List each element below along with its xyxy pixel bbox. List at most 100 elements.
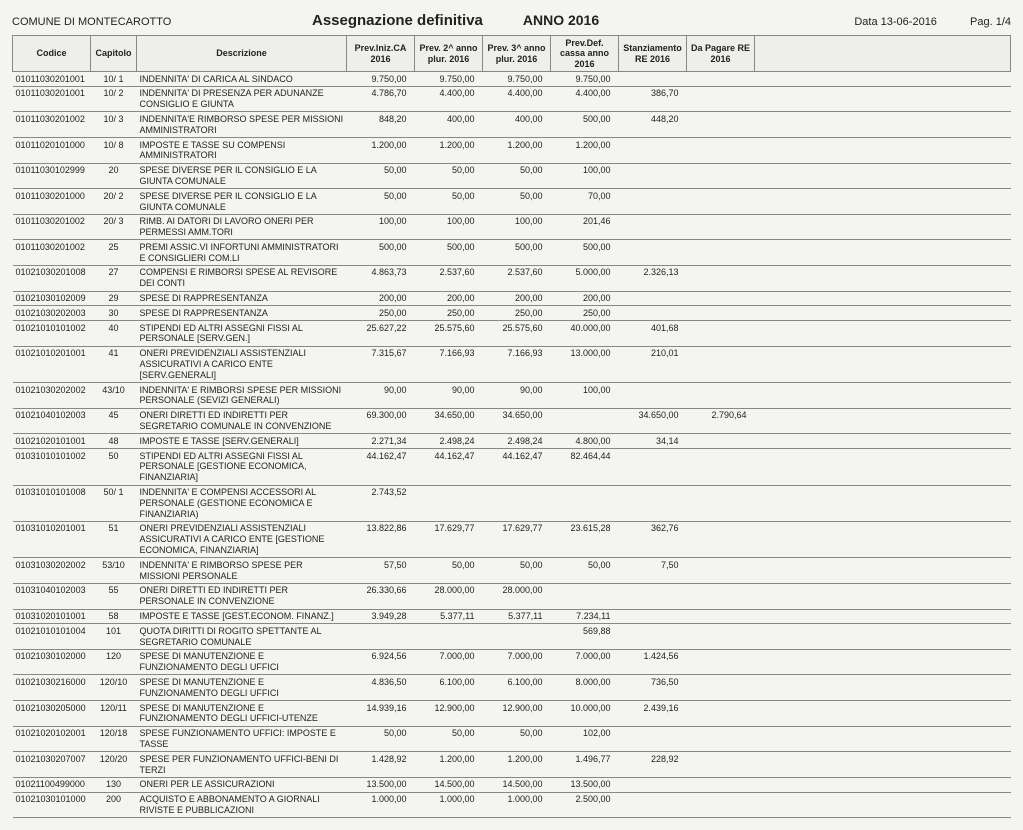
cell-prev-2a: 6.100,00 xyxy=(415,675,483,701)
cell-codice: 01031020101001 xyxy=(13,609,91,624)
cell-pagare xyxy=(687,583,755,609)
cell-desc: SPESE DI RAPPRESENTANZA xyxy=(137,306,347,321)
cell-pagare xyxy=(687,138,755,164)
cell-prev-2a: 50,00 xyxy=(415,163,483,189)
cell-cap: 10/ 1 xyxy=(91,72,137,87)
cell-desc: STIPENDI ED ALTRI ASSEGNI FISSI AL PERSO… xyxy=(137,449,347,485)
cell-prev-3a: 1.200,00 xyxy=(483,752,551,778)
cell-codice: 01011030201000 xyxy=(13,189,91,215)
cell-pagare xyxy=(687,346,755,382)
cell-prev-3a: 400,00 xyxy=(483,112,551,138)
cell-pagare xyxy=(687,72,755,87)
col-pagare: Da Pagare RE 2016 xyxy=(687,36,755,72)
cell-codice: 01021030216000 xyxy=(13,675,91,701)
cell-spacer xyxy=(755,72,1011,87)
cell-cap: 101 xyxy=(91,624,137,650)
cell-stanz xyxy=(619,163,687,189)
cell-prev-3a: 2.498,24 xyxy=(483,434,551,449)
cell-prev-2a: 12.900,00 xyxy=(415,701,483,727)
cell-prev-def: 13.500,00 xyxy=(551,777,619,792)
cell-cap: 20/ 2 xyxy=(91,189,137,215)
cell-spacer xyxy=(755,558,1011,584)
col-descr: Descrizione xyxy=(137,36,347,72)
col-codice: Codice xyxy=(13,36,91,72)
cell-stanz xyxy=(619,240,687,266)
page-title: Assegnazione definitiva xyxy=(312,12,483,29)
cell-desc: INDENNITA'E RIMBORSO SPESE PER MISSIONI … xyxy=(137,112,347,138)
cell-stanz: 210,01 xyxy=(619,346,687,382)
pag-label: Pag. xyxy=(970,16,993,28)
cell-prev-2a: 44.162,47 xyxy=(415,449,483,485)
cell-prev-iniz: 9.750,00 xyxy=(347,72,415,87)
cell-cap: 20/ 3 xyxy=(91,214,137,240)
cell-stanz xyxy=(619,583,687,609)
cell-codice: 01021020102001 xyxy=(13,726,91,752)
cell-prev-iniz: 500,00 xyxy=(347,240,415,266)
cell-cap: 55 xyxy=(91,583,137,609)
cell-prev-iniz: 50,00 xyxy=(347,189,415,215)
table-row: 0101103020100220/ 3RIMB. AI DATORI DI LA… xyxy=(13,214,1011,240)
cell-prev-2a: 4.400,00 xyxy=(415,86,483,112)
cell-spacer xyxy=(755,449,1011,485)
table-row: 0102103020200330SPESE DI RAPPRESENTANZA2… xyxy=(13,306,1011,321)
table-row: 0102101010100240STIPENDI ED ALTRI ASSEGN… xyxy=(13,321,1011,347)
cell-prev-def: 4.400,00 xyxy=(551,86,619,112)
cell-spacer xyxy=(755,777,1011,792)
cell-codice: 01021010201001 xyxy=(13,346,91,382)
cell-prev-iniz: 14.939,16 xyxy=(347,701,415,727)
cell-stanz: 2.439,16 xyxy=(619,701,687,727)
cell-spacer xyxy=(755,265,1011,291)
cell-spacer xyxy=(755,112,1011,138)
cell-spacer xyxy=(755,346,1011,382)
cell-desc: SPESE FUNZIONAMENTO UFFICI: IMPOSTE E TA… xyxy=(137,726,347,752)
cell-codice: 01011020101000 xyxy=(13,138,91,164)
cell-stanz xyxy=(619,383,687,409)
cell-codice: 01011030201002 xyxy=(13,240,91,266)
cell-prev-2a: 9.750,00 xyxy=(415,72,483,87)
cell-pagare: 2.790,64 xyxy=(687,408,755,434)
cell-codice: 01021030202003 xyxy=(13,306,91,321)
cell-prev-iniz: 250,00 xyxy=(347,306,415,321)
cell-pagare xyxy=(687,521,755,557)
cell-cap: 25 xyxy=(91,240,137,266)
data-value: 13-06-2016 xyxy=(881,16,937,28)
cell-stanz xyxy=(619,449,687,485)
cell-prev-def: 200,00 xyxy=(551,291,619,306)
cell-pagare xyxy=(687,321,755,347)
cell-prev-2a: 90,00 xyxy=(415,383,483,409)
cell-prev-def: 1.200,00 xyxy=(551,138,619,164)
cell-prev-2a: 2.498,24 xyxy=(415,434,483,449)
cell-prev-3a: 2.537,60 xyxy=(483,265,551,291)
cell-prev-3a: 9.750,00 xyxy=(483,72,551,87)
cell-prev-3a: 1.000,00 xyxy=(483,792,551,818)
cell-desc: ONERI PREVIDENZIALI ASSISTENZIALI ASSICU… xyxy=(137,521,347,557)
cell-desc: IMPOSTE E TASSE SU COMPENSI AMMINISTRATO… xyxy=(137,138,347,164)
cell-codice: 01031040102003 xyxy=(13,583,91,609)
cell-pagare xyxy=(687,609,755,624)
cell-stanz xyxy=(619,609,687,624)
table-row: 0101102010100010/ 8IMPOSTE E TASSE SU CO… xyxy=(13,138,1011,164)
cell-stanz xyxy=(619,726,687,752)
table-header-row: Codice Capitolo Descrizione Prev.Iniz.CA… xyxy=(13,36,1011,72)
cell-prev-2a: 1.200,00 xyxy=(415,752,483,778)
cell-prev-def: 9.750,00 xyxy=(551,72,619,87)
cell-stanz: 2.326,13 xyxy=(619,265,687,291)
cell-prev-def: 82.464,44 xyxy=(551,449,619,485)
comune-name: COMUNE DI MONTECAROTTO xyxy=(12,16,312,28)
cell-codice: 01021030205000 xyxy=(13,701,91,727)
col-prev-2a: Prev. 2^ anno plur. 2016 xyxy=(415,36,483,72)
table-row: 0103103020200253/10INDENNITA' E RIMBORSO… xyxy=(13,558,1011,584)
cell-prev-2a: 50,00 xyxy=(415,726,483,752)
cell-pagare xyxy=(687,726,755,752)
cell-prev-2a: 17.629,77 xyxy=(415,521,483,557)
cell-prev-def: 500,00 xyxy=(551,112,619,138)
cell-desc: IMPOSTE E TASSE [GEST.ECONOM. FINANZ.] xyxy=(137,609,347,624)
cell-prev-iniz: 26.330,66 xyxy=(347,583,415,609)
cell-desc: QUOTA DIRITTI DI ROGITO SPETTANTE AL SEG… xyxy=(137,624,347,650)
cell-stanz xyxy=(619,485,687,521)
cell-prev-2a: 50,00 xyxy=(415,558,483,584)
cell-cap: 50 xyxy=(91,449,137,485)
cell-desc: COMPENSI E RIMBORSI SPESE AL REVISORE DE… xyxy=(137,265,347,291)
cell-cap: 20 xyxy=(91,163,137,189)
table-row: 0103101010100250STIPENDI ED ALTRI ASSEGN… xyxy=(13,449,1011,485)
